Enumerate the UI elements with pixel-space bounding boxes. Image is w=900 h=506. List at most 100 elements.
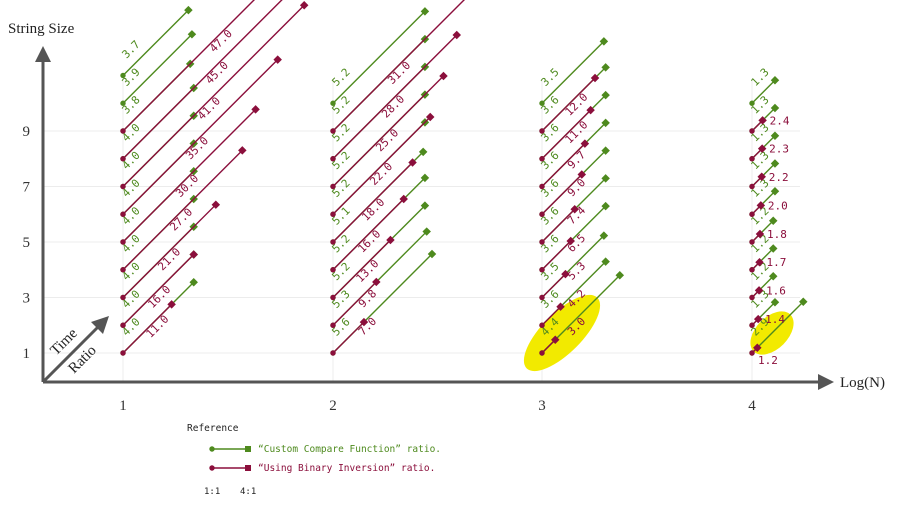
red-ratio-line	[541, 208, 576, 243]
red-start-dot	[120, 211, 126, 217]
red-ratio-line	[122, 149, 243, 271]
red-start-dot	[330, 294, 336, 301]
green-ratio-line	[751, 79, 776, 104]
red-start-dot	[120, 350, 126, 356]
red-end-marker	[753, 343, 762, 352]
red-start-dot	[330, 267, 336, 273]
red-start-dot	[330, 156, 336, 162]
green-start-dot	[120, 72, 126, 79]
red-start-dot	[539, 211, 545, 217]
red-start-dot	[120, 128, 126, 134]
red-data-label: 9.8	[356, 287, 379, 310]
red-data-label: 1.6	[766, 284, 786, 297]
red-end-marker	[452, 30, 461, 40]
red-data-label: 2.0	[768, 199, 788, 212]
red-end-marker	[399, 194, 408, 204]
red-data-label: 1.8	[767, 228, 787, 241]
green-end-marker	[427, 249, 437, 259]
x-tick-labels: 1 2 3 4	[119, 398, 756, 414]
green-end-marker	[420, 201, 430, 210]
y-tick-label: 7	[23, 180, 31, 196]
red-ratio-line	[122, 59, 279, 215]
red-start-dot	[539, 183, 545, 190]
red-start-dot	[539, 350, 545, 356]
red-ratio-line	[541, 240, 572, 271]
red-end-marker	[238, 146, 247, 155]
green-end-marker	[768, 272, 778, 281]
red-start-dot	[749, 156, 755, 162]
legend-scale-left: 1:1	[204, 487, 220, 497]
red-end-marker	[556, 302, 565, 311]
red-data-label: 1.2	[758, 354, 778, 367]
red-ratio-line	[332, 239, 391, 298]
time-ratio-axis-line	[41, 323, 102, 384]
red-ratio-line	[541, 77, 596, 132]
red-data-label: 6.5	[565, 232, 588, 255]
legend-item-green: “Custom Compare Function” ratio.	[209, 444, 441, 455]
red-start-dot	[330, 128, 336, 134]
red-ratio-line	[541, 109, 592, 160]
time-ratio-axis-arrow	[91, 316, 109, 334]
red-start-dot	[539, 267, 545, 273]
red-start-dot	[749, 211, 755, 217]
red-data-label: 11.0	[144, 313, 172, 341]
red-start-dot	[330, 350, 336, 356]
legend-green-label: “Custom Compare Function” ratio.	[258, 444, 441, 455]
green-end-marker	[189, 278, 198, 287]
red-start-dot	[120, 239, 126, 245]
green-end-marker	[615, 270, 625, 280]
red-ratio-line	[122, 108, 257, 243]
red-start-dot	[120, 267, 126, 273]
y-tick-label: 3	[23, 291, 31, 307]
x-tick-label: 4	[748, 398, 756, 414]
red-ratio-line	[541, 173, 583, 215]
axes	[35, 46, 834, 390]
red-start-dot	[539, 128, 545, 134]
green-end-marker	[418, 147, 428, 157]
red-ratio-line	[332, 321, 365, 354]
red-end-marker	[408, 158, 417, 167]
legend-green-dot	[209, 446, 215, 452]
green-ratio-line	[122, 33, 193, 104]
red-start-dot	[749, 294, 755, 301]
legend-scale-right: 4:1	[240, 487, 256, 497]
green-ratio-line	[332, 10, 426, 104]
red-ratio-line	[332, 75, 444, 187]
green-end-marker	[420, 7, 430, 16]
red-ratio-line	[541, 273, 566, 298]
red-end-marker	[754, 286, 764, 295]
green-ratio-line	[122, 9, 189, 76]
red-end-marker	[753, 314, 763, 324]
red-ratio-line	[122, 303, 173, 354]
red-start-dot	[749, 322, 755, 328]
red-ratio-line	[122, 254, 195, 326]
legend-item-red: “Using Binary Inversion” ratio.	[209, 463, 435, 474]
legend-red-square	[245, 465, 251, 471]
red-start-dot	[539, 294, 545, 301]
red-start-dot	[330, 211, 336, 217]
red-end-marker	[211, 200, 221, 209]
green-start-dot	[749, 100, 755, 106]
green-start-dot	[120, 100, 126, 106]
red-start-dot	[539, 156, 545, 162]
red-start-dot	[330, 322, 336, 328]
red-ratio-line	[122, 0, 283, 160]
red-start-dot	[749, 267, 755, 273]
green-end-marker	[420, 173, 430, 183]
red-end-marker	[551, 335, 560, 344]
red-start-dot	[330, 183, 336, 190]
red-start-dot	[749, 183, 755, 190]
x-axis-arrow	[818, 374, 834, 390]
red-data-label: 9.0	[565, 176, 588, 199]
red-ratio-line	[541, 306, 562, 326]
green-end-marker	[422, 227, 431, 236]
red-end-marker	[386, 235, 395, 245]
red-data-label: 1.4	[765, 313, 785, 326]
legend: Reference “Custom Compare Function” rati…	[187, 423, 441, 497]
green-data-label: 3.7	[119, 38, 142, 61]
red-start-dot	[749, 128, 755, 134]
green-start-dot	[330, 100, 336, 106]
red-ratio-line	[332, 0, 465, 132]
red-ratio-line	[332, 116, 431, 215]
